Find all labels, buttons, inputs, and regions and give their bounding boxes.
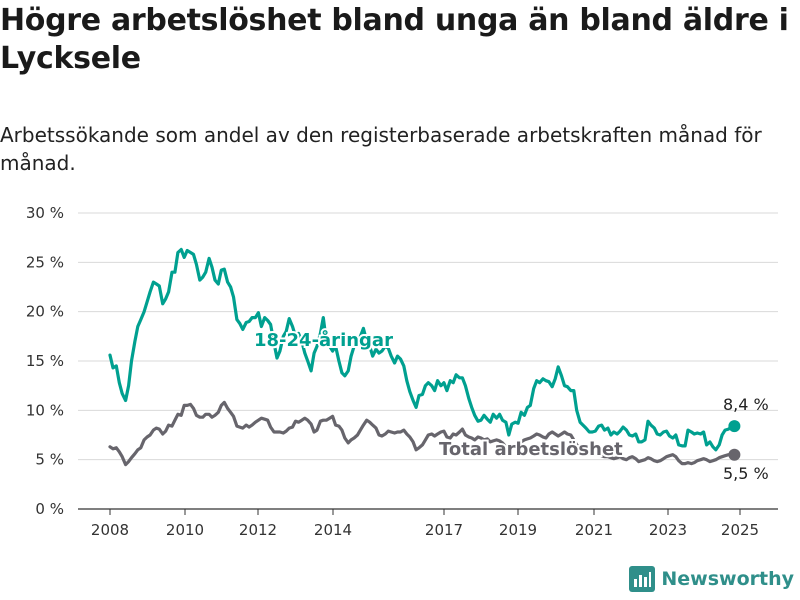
series-line-youth: [108, 247, 736, 452]
end-point-total: [728, 448, 741, 461]
y-axis: 0 % 5 % 10 % 15 % 20 % 25 % 30 %: [26, 204, 64, 518]
x-tick-label: 2010: [166, 521, 204, 539]
y-tick-label: 5 %: [35, 451, 64, 469]
chart-title: Högre arbetslöshet bland unga än bland ä…: [0, 3, 789, 76]
end-point-youth: [728, 420, 741, 433]
y-tick-label: 25 %: [26, 253, 64, 271]
brand-name: Newsworthy: [661, 568, 794, 590]
x-tick-label: 2025: [721, 521, 759, 539]
x-tick-label: 2021: [575, 521, 613, 539]
y-tick-label: 0 %: [35, 500, 64, 518]
end-label-total: 5,5 %: [723, 464, 769, 483]
y-tick-label: 15 %: [26, 352, 64, 370]
chart-subtitle: Arbetssökande som andel av den registerb…: [0, 123, 762, 175]
x-tick-label: 2017: [425, 521, 463, 539]
x-tick-label: 2008: [91, 521, 129, 539]
newsworthy-logo: Newsworthy: [629, 566, 794, 592]
x-tick-label: 2012: [239, 521, 277, 539]
x-tick-label: 2019: [499, 521, 537, 539]
series-label-total: Total arbetslöshet: [439, 439, 623, 460]
series-labels: 18-24-åringar Total arbetslöshet 8,4 % 5…: [252, 327, 769, 483]
series-label-youth: 18-24-åringar: [254, 329, 393, 351]
series-lines: [108, 247, 741, 467]
end-label-youth: 8,4 %: [723, 395, 769, 414]
y-tick-label: 30 %: [26, 204, 64, 222]
y-tick-label: 10 %: [26, 401, 64, 419]
x-tick-label: 2023: [649, 521, 687, 539]
x-axis: 2008 2010 2012 2014 2017 2019 2021 2023 2025: [91, 509, 759, 539]
x-tick-label: 2014: [314, 521, 352, 539]
bar-chart-icon: [629, 566, 656, 592]
series-line-total: [108, 400, 736, 467]
y-tick-label: 20 %: [26, 303, 64, 321]
